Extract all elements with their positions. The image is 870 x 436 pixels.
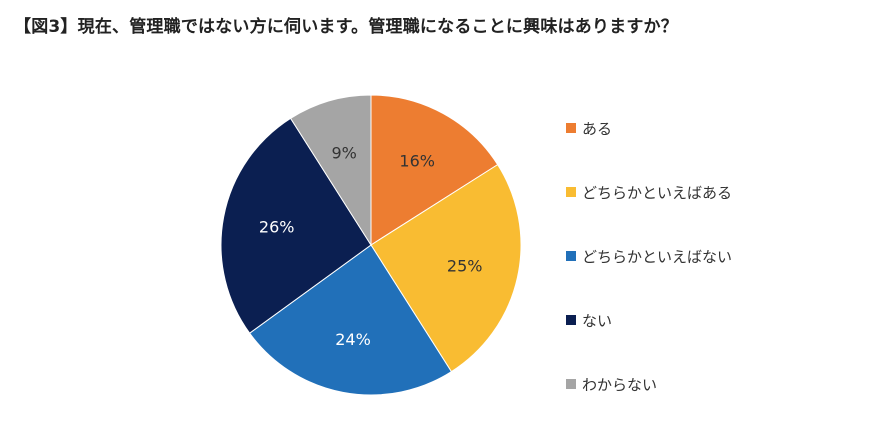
legend-swatch-0 bbox=[566, 123, 576, 133]
legend-label-3: ない bbox=[582, 311, 613, 330]
slice-label-2: 24% bbox=[335, 330, 371, 349]
legend-item-3: ない bbox=[566, 308, 732, 332]
legend-label-1: どちらかといえばある bbox=[582, 183, 733, 202]
legend-label-0: ある bbox=[582, 119, 613, 138]
legend-label-4: わからない bbox=[582, 375, 658, 394]
pie-slice-3 bbox=[220, 117, 372, 334]
pie-chart: 16% 25% 24% 26% 9% bbox=[220, 94, 522, 396]
legend-item-2: どちらかといえばない bbox=[566, 244, 732, 268]
legend-swatch-3 bbox=[566, 315, 576, 325]
slice-label-0: 16% bbox=[399, 151, 435, 170]
pie-slice-1 bbox=[370, 163, 522, 373]
chart-legend: あるどちらかといえばある どちらかといえばない ないわからない bbox=[566, 116, 732, 436]
chart-title: 【図3】現在、管理職ではない方に伺います。管理職になることに興味はありますか？ bbox=[14, 17, 678, 37]
slice-label-1: 25% bbox=[447, 256, 483, 275]
legend-swatch-2 bbox=[566, 251, 576, 261]
pie-slice-2 bbox=[248, 244, 453, 396]
legend-label-2: どちらかといえばない bbox=[582, 247, 733, 266]
pie-slice-4 bbox=[289, 94, 372, 247]
legend-item-0: ある bbox=[566, 116, 732, 140]
pie-slice-0 bbox=[370, 94, 499, 246]
legend-swatch-4 bbox=[566, 379, 576, 389]
legend-item-4: わからない bbox=[566, 372, 732, 396]
slice-label-3: 26% bbox=[259, 218, 295, 237]
slice-label-4: 9% bbox=[332, 143, 357, 162]
legend-item-1: どちらかといえばある bbox=[566, 180, 732, 204]
legend-swatch-1 bbox=[566, 187, 576, 197]
